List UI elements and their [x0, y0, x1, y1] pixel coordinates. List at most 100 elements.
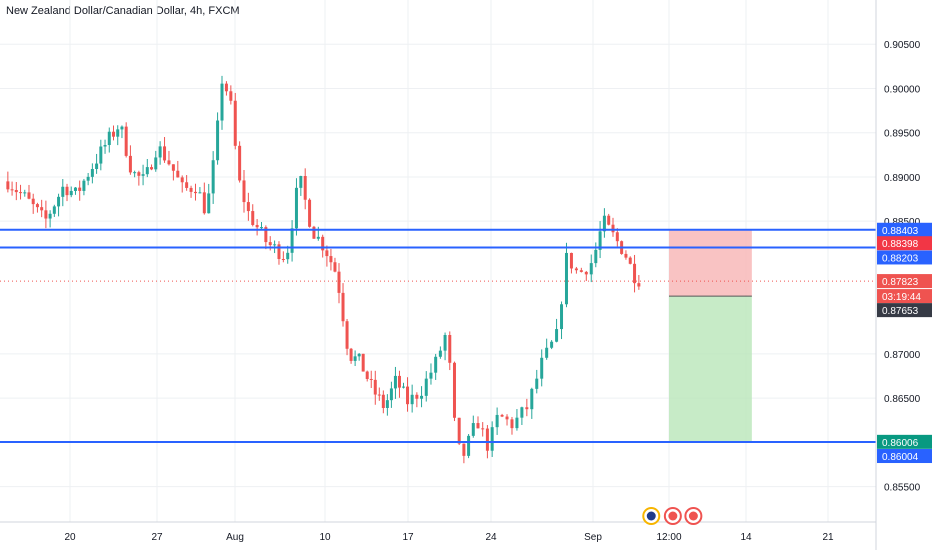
x-tick-label: 24	[485, 532, 497, 543]
candle-body	[303, 176, 307, 200]
candle-body	[467, 435, 471, 456]
candle-body	[525, 407, 529, 410]
level-price-tag-bg	[877, 222, 932, 237]
x-tick-label: Aug	[226, 532, 244, 543]
current-price-tag: 0.87823	[882, 277, 919, 288]
candle-body	[515, 417, 519, 429]
countdown-bg	[877, 289, 932, 304]
countdown-label: 03:19:44	[882, 292, 921, 303]
candle-body	[448, 335, 452, 363]
candle-body	[31, 198, 35, 205]
level-price-tag-bg	[877, 449, 932, 464]
candle-body	[238, 145, 242, 181]
candle-body	[457, 417, 461, 444]
candle-body	[443, 335, 447, 351]
y-tick-label: 0.89000	[884, 173, 921, 184]
candle-body	[158, 146, 162, 158]
candle-body	[242, 180, 246, 203]
candle-body	[141, 174, 145, 176]
candle-body	[481, 428, 485, 430]
candle-body	[10, 189, 14, 191]
candle-body	[462, 443, 466, 456]
candle-body	[73, 187, 77, 191]
candle-body	[321, 236, 325, 251]
candle-body	[357, 353, 361, 357]
candle-body	[337, 271, 341, 293]
y-tick-label: 0.88500	[884, 217, 921, 228]
y-tick-label: 0.90000	[884, 84, 921, 95]
candle-body	[124, 126, 128, 156]
candle-body	[424, 378, 428, 396]
candle-body	[308, 199, 312, 227]
x-tick-label: 17	[402, 532, 414, 543]
candle-body	[373, 379, 377, 395]
candle-body	[633, 263, 637, 284]
candle-body	[564, 252, 568, 305]
canada-flag-icon-inner	[688, 511, 698, 521]
candle-body	[345, 321, 349, 349]
candle-body	[78, 187, 82, 191]
target-price-tag-bg	[877, 434, 932, 449]
candle-body	[429, 372, 433, 379]
x-tick-label: 12:00	[656, 532, 681, 543]
candle-body	[154, 157, 158, 170]
candle-body	[69, 190, 73, 196]
candle-body	[86, 176, 90, 181]
candle-body	[224, 83, 228, 92]
candle-body	[369, 378, 373, 380]
candle-body	[246, 202, 250, 212]
candle-body	[574, 268, 578, 271]
candle-body	[211, 160, 215, 194]
candle-body	[393, 375, 397, 389]
candle-body	[116, 129, 120, 137]
entry-price-tag-bg	[877, 303, 932, 318]
candle-body	[637, 283, 641, 287]
candle-body	[349, 348, 353, 361]
candle-body	[535, 378, 539, 389]
candle-body	[406, 386, 410, 405]
candle-body	[273, 244, 277, 246]
candle-body	[410, 394, 414, 405]
candle-body	[579, 270, 583, 272]
candle-body	[471, 423, 475, 436]
candle-body	[99, 146, 103, 164]
candle-body	[44, 210, 48, 219]
stop-price-tag: 0.88398	[882, 239, 919, 250]
candle-body	[401, 386, 405, 388]
level-price-tag: 0.86004	[882, 452, 919, 463]
candle-body	[255, 224, 259, 228]
y-tick-label: 0.86500	[884, 394, 921, 405]
candle-body	[176, 170, 180, 178]
candle-body	[137, 172, 141, 176]
candle-body	[333, 262, 337, 272]
y-tick-label: 0.90500	[884, 40, 921, 51]
candle-body	[27, 192, 31, 199]
candle-body	[530, 388, 534, 410]
chart-title: New Zealand Dollar/Canadian Dollar, 4h, …	[6, 5, 240, 17]
entry-price-tag: 0.87653	[882, 306, 919, 317]
candle-body	[381, 394, 385, 408]
candle-body	[23, 192, 27, 194]
candle-body	[145, 167, 149, 175]
take-profit-zone	[669, 296, 752, 442]
candle-body	[560, 304, 564, 330]
candle-body	[490, 427, 494, 451]
candle-body	[180, 177, 184, 183]
candle-body	[361, 353, 365, 372]
candle-body	[207, 193, 211, 214]
candle-body	[389, 388, 393, 401]
candle-body	[163, 146, 167, 161]
candle-body	[420, 395, 424, 399]
candle-body	[545, 347, 549, 358]
candle-body	[128, 155, 132, 173]
candle-body	[452, 362, 456, 418]
candle-body	[48, 213, 52, 219]
candle-body	[189, 187, 193, 192]
x-tick-label: 20	[64, 532, 76, 543]
candle-body	[299, 176, 303, 188]
candle-body	[485, 428, 489, 451]
candle-body	[120, 126, 124, 130]
candle-body	[133, 172, 137, 174]
candle-body	[107, 131, 111, 146]
